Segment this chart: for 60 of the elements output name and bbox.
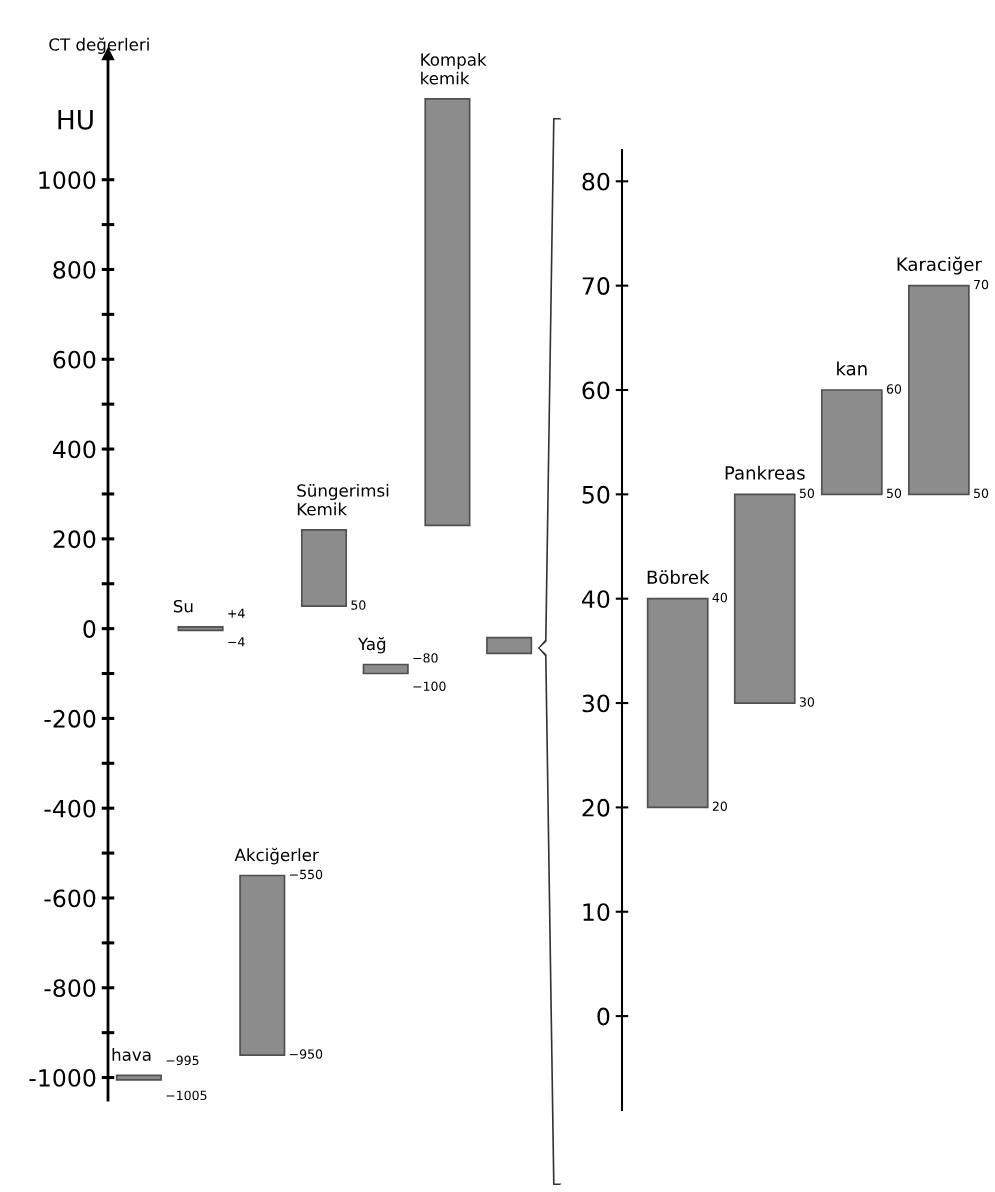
annotation: Yağ (357, 636, 386, 654)
y-tick-label: 60 (582, 381, 610, 400)
bar (362, 663, 409, 675)
y-tick-label: 70 (582, 277, 610, 295)
y-tick-label: 80 (582, 172, 610, 191)
y-tick-label: 400 (52, 440, 96, 459)
bar (239, 874, 286, 1056)
annotation: 50 (351, 600, 366, 610)
bar (733, 493, 796, 704)
annotation: −1005 (166, 1090, 207, 1101)
annotation: 50 (799, 488, 815, 498)
annotation: 40 (712, 592, 727, 603)
y-tick-label: -600 (44, 889, 96, 908)
annotation: Kompak kemik (421, 52, 487, 85)
y-tick-label: 50 (582, 485, 610, 504)
annotation: hava (112, 1048, 151, 1061)
bar (115, 1074, 162, 1081)
y-tick-label: 0 (83, 620, 96, 638)
annotation: −950 (289, 1049, 323, 1059)
y-tick-label: -800 (44, 979, 96, 998)
y-axis-title: CT değerleri (49, 37, 149, 54)
y-tick-label: -200 (44, 709, 96, 728)
bar (300, 529, 348, 608)
annotation: −80 (413, 653, 438, 663)
annotation: −100 (413, 681, 446, 692)
y-tick-label: 1000 (39, 171, 96, 190)
x-tick-label: Pankreas (725, 465, 805, 480)
annotation: Süngerimsi Kemik (297, 483, 389, 516)
annotation: Su (173, 599, 193, 613)
annotation: +4 (228, 608, 245, 618)
bar (424, 98, 471, 527)
x-tick-label: Karaciğer (897, 256, 982, 275)
bar (820, 389, 883, 496)
y-tick-label: 600 (53, 350, 96, 369)
bar (177, 625, 224, 632)
x-tick-label: Böbrek (647, 570, 710, 585)
y-tick-label: 10 (583, 903, 610, 922)
text: HU (58, 110, 93, 130)
y-tick-label: 0 (597, 1007, 610, 1026)
annotation: 30 (799, 697, 815, 707)
y-tick-label: -1000 (29, 1069, 96, 1087)
y-tick-label: 800 (53, 260, 96, 279)
annotation: −4 (228, 637, 245, 647)
annotation: 20 (712, 801, 727, 812)
x-tick-label: kan (837, 361, 867, 376)
y-tick-label: 40 (582, 590, 610, 608)
y-tick-label: 20 (582, 798, 610, 817)
bar (646, 597, 709, 809)
annotation: 60 (886, 384, 902, 394)
bar (907, 284, 970, 496)
annotation: −550 (289, 869, 323, 880)
annotation: 70 (974, 279, 989, 290)
y-tick-label: 200 (53, 530, 96, 549)
annotation: Akciğerler (234, 847, 319, 865)
annotation: 50 (886, 488, 902, 498)
annotation: −995 (166, 1055, 199, 1066)
bar (486, 636, 533, 655)
y-tick-label: 30 (582, 694, 610, 713)
annotation: 50 (974, 488, 989, 498)
y-tick-label: -400 (44, 799, 96, 818)
